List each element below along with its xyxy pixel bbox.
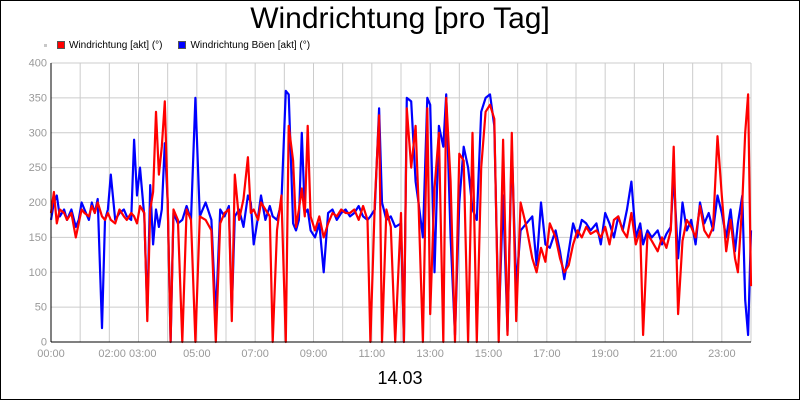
- y-tick-label: 100: [29, 267, 47, 279]
- x-tick-label: 21:00: [650, 348, 678, 360]
- series-line-red: [49, 93, 753, 344]
- date-label: 14.03: [377, 368, 423, 388]
- legend-item-blue[interactable]: Windrichtung Böen [akt] (°): [178, 40, 310, 51]
- x-tick-label: 13:00: [416, 348, 444, 360]
- chart-title: Windrichtung [pro Tag]: [250, 2, 550, 35]
- x-tick-label: 05:00: [183, 348, 211, 360]
- legend-swatch-red: [57, 41, 65, 49]
- x-tick-label: 00:00: [37, 348, 65, 360]
- legend: Windrichtung [akt] (°) Windrichtung Böen…: [44, 38, 326, 52]
- y-tick-label: 50: [35, 302, 47, 314]
- x-tick-label: 23:00: [708, 348, 736, 360]
- x-tick-label: 19:00: [591, 348, 619, 360]
- y-tick-label: 250: [29, 162, 47, 174]
- x-tick-label: 09:00: [300, 348, 328, 360]
- legend-swatch-blue: [178, 41, 187, 49]
- x-tick-label: 02:00 03:00: [98, 348, 156, 360]
- y-tick-label: 200: [29, 197, 47, 209]
- y-tick-label: 0: [41, 337, 47, 349]
- legend-label-blue: Windrichtung Böen [akt] (°): [190, 39, 311, 51]
- y-tick-label: 300: [29, 127, 47, 139]
- x-tick-label: 07:00: [241, 348, 269, 360]
- legend-toggle-icon[interactable]: [44, 43, 47, 47]
- x-tick-label: 17:00: [533, 348, 561, 360]
- y-tick-label: 350: [29, 92, 47, 104]
- y-tick-label: 150: [29, 232, 47, 244]
- legend-label-red: Windrichtung [akt] (°): [69, 39, 163, 51]
- legend-item-red[interactable]: Windrichtung [akt] (°): [57, 40, 162, 51]
- x-tick-label: 15:00: [475, 348, 503, 360]
- x-tick-label: 11:00: [358, 348, 385, 360]
- y-tick-label: 400: [29, 58, 47, 70]
